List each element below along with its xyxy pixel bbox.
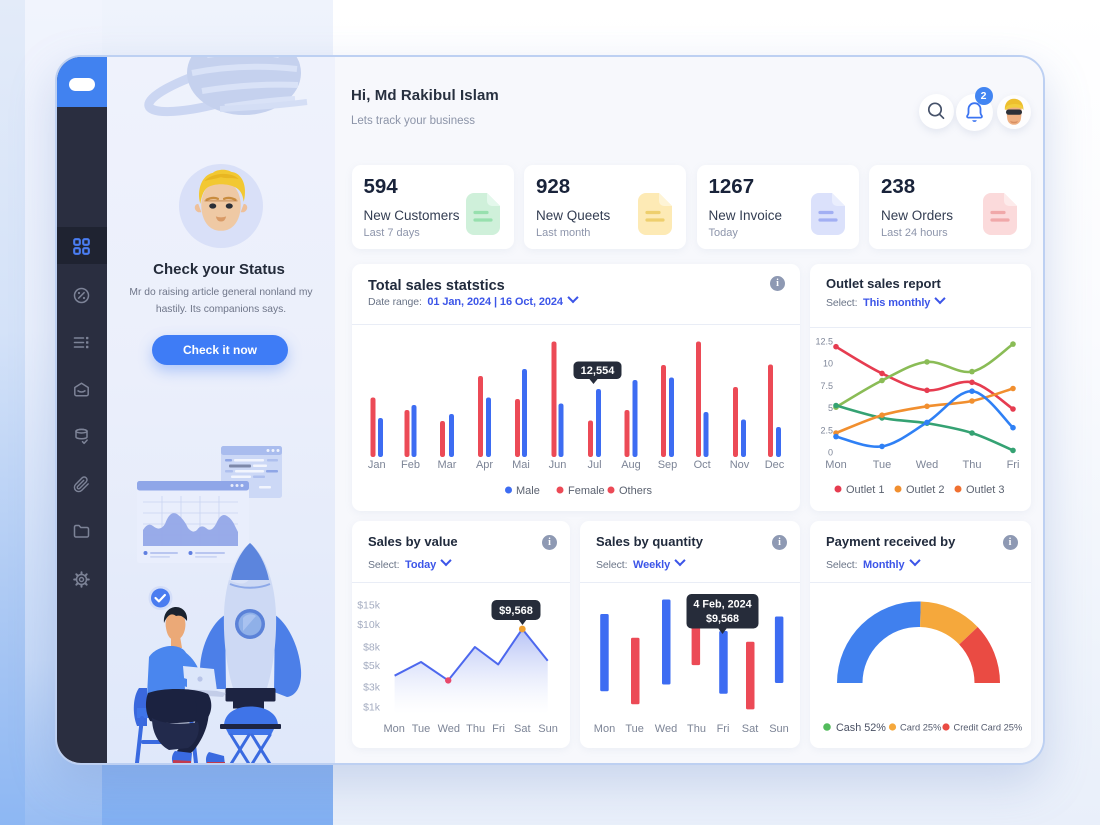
svg-text:Mon: Mon (383, 723, 404, 735)
svg-text:Wed: Wed (916, 459, 938, 471)
svg-text:Card 25%: Card 25% (900, 723, 941, 733)
svg-text:Male: Male (516, 485, 540, 497)
svg-text:Mai: Mai (512, 459, 530, 471)
svg-text:$9,568: $9,568 (499, 605, 533, 617)
svg-text:Mon: Mon (594, 723, 615, 735)
svg-text:Dec: Dec (765, 459, 785, 471)
svg-text:Jun: Jun (549, 459, 567, 471)
svg-text:12.5: 12.5 (815, 336, 833, 346)
svg-text:Tue: Tue (412, 723, 431, 735)
svg-text:Fri: Fri (1007, 459, 1020, 471)
svg-text:Oct: Oct (694, 459, 711, 471)
svg-text:Sun: Sun (769, 723, 789, 735)
svg-text:Wed: Wed (438, 723, 460, 735)
svg-text:Female: Female (568, 485, 605, 497)
svg-text:Sat: Sat (514, 723, 531, 735)
svg-text:12,554: 12,554 (581, 365, 616, 377)
svg-text:Thu: Thu (963, 459, 982, 471)
svg-text:$10k: $10k (357, 619, 381, 631)
svg-text:Sat: Sat (742, 723, 759, 735)
svg-text:Feb: Feb (401, 459, 420, 471)
svg-text:$9,568: $9,568 (706, 613, 739, 625)
svg-text:7.5: 7.5 (820, 381, 833, 391)
svg-text:4 Feb, 2024: 4 Feb, 2024 (693, 599, 751, 611)
svg-text:Cash 52%: Cash 52% (836, 722, 886, 734)
svg-text:Tue: Tue (625, 723, 644, 735)
svg-text:2.5: 2.5 (820, 425, 833, 435)
svg-text:10: 10 (823, 359, 833, 369)
svg-text:Sun: Sun (538, 723, 558, 735)
svg-text:Wed: Wed (655, 723, 677, 735)
svg-text:Fri: Fri (492, 723, 505, 735)
svg-text:Credit Card 25%: Credit Card 25% (954, 723, 1023, 733)
svg-text:Apr: Apr (476, 459, 493, 471)
svg-text:Aug: Aug (621, 459, 641, 471)
svg-text:Nov: Nov (730, 459, 750, 471)
svg-text:$1k: $1k (363, 702, 381, 714)
svg-text:Outlet 3: Outlet 3 (966, 484, 1005, 496)
svg-text:Thu: Thu (687, 723, 706, 735)
svg-text:Mon: Mon (825, 459, 846, 471)
svg-text:Jul: Jul (587, 459, 601, 471)
svg-text:Fri: Fri (717, 723, 730, 735)
svg-text:$3k: $3k (363, 682, 381, 694)
svg-text:Outlet 2: Outlet 2 (906, 484, 945, 496)
svg-text:0: 0 (828, 448, 833, 458)
svg-text:$5k: $5k (363, 660, 381, 672)
svg-text:5: 5 (828, 403, 833, 413)
svg-text:Thu: Thu (466, 723, 485, 735)
svg-text:Others: Others (619, 485, 653, 497)
svg-text:Jan: Jan (368, 459, 386, 471)
svg-text:Sep: Sep (658, 459, 678, 471)
svg-text:Mar: Mar (438, 459, 457, 471)
svg-text:$8k: $8k (363, 642, 381, 654)
svg-text:$15k: $15k (357, 600, 381, 612)
svg-text:Tue: Tue (873, 459, 892, 471)
svg-text:Outlet 1: Outlet 1 (846, 484, 885, 496)
